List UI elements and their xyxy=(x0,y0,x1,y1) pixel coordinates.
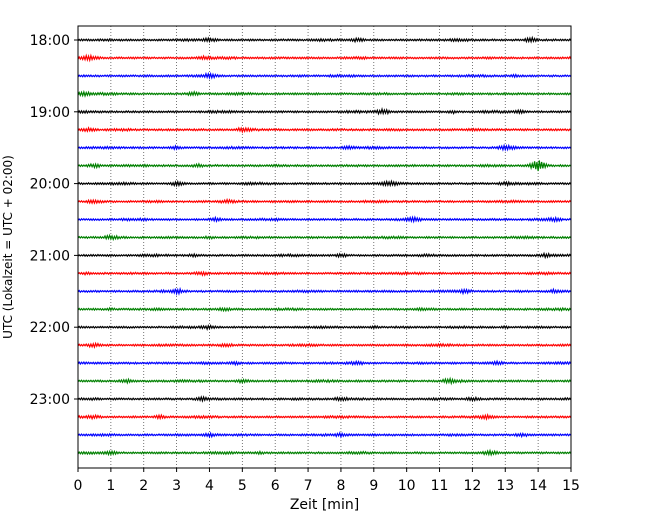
seismic-trace xyxy=(77,107,572,116)
seismic-trace xyxy=(77,160,572,172)
seismic-trace xyxy=(77,395,572,403)
y-tick-label: 22:00 xyxy=(30,320,70,336)
x-tick-label: 4 xyxy=(205,478,214,494)
seismic-trace xyxy=(77,431,572,439)
seismic-trace xyxy=(77,233,572,242)
x-tick-label: 14 xyxy=(529,478,547,494)
plot-frame xyxy=(77,25,572,469)
seismic-trace xyxy=(77,270,572,277)
x-tick-label: 11 xyxy=(431,478,449,494)
x-tick-label: 2 xyxy=(139,478,148,494)
seismic-trace xyxy=(77,413,572,421)
seismic-trace xyxy=(77,251,572,260)
x-tick-label: 8 xyxy=(336,478,345,494)
seismic-trace xyxy=(77,306,572,313)
trace-group xyxy=(77,35,572,457)
y-axis-label: UTC (Lokalzeit = UTC + 02:00) xyxy=(1,155,15,339)
x-tick-label: 7 xyxy=(304,478,313,494)
y-tick-label: 20:00 xyxy=(30,177,70,193)
x-tick-label: 3 xyxy=(172,478,181,494)
x-tick-label: 5 xyxy=(238,478,247,494)
x-axis-label: Zeit [min] xyxy=(290,497,359,513)
x-axis: 0 1 2 3 4 5 6 7 8 9 10 11 12 13 14 15 xyxy=(74,468,580,494)
y-tick-label: 19:00 xyxy=(30,105,70,121)
seismic-trace xyxy=(77,179,572,188)
seismic-trace xyxy=(77,341,572,350)
seismic-trace xyxy=(77,197,572,205)
seismic-trace xyxy=(77,323,572,331)
y-tick-label: 18:00 xyxy=(30,33,70,49)
seismic-trace xyxy=(77,359,572,367)
y-axis: 18:00 19:00 20:00 21:00 22:00 23:00 xyxy=(30,33,78,408)
x-tick-label: 6 xyxy=(271,478,280,494)
seismic-trace xyxy=(77,35,572,44)
seismic-trace xyxy=(77,71,572,80)
x-tick-label: 12 xyxy=(463,478,481,494)
seismic-trace xyxy=(77,376,572,386)
x-tick-label: 15 xyxy=(562,478,580,494)
x-tick-label: 0 xyxy=(74,478,83,494)
y-tick-label: 23:00 xyxy=(30,392,70,408)
seismic-trace xyxy=(77,215,572,224)
seismic-trace xyxy=(77,89,572,98)
x-tick-label: 10 xyxy=(398,478,416,494)
y-tick-label: 21:00 xyxy=(30,248,70,264)
seismic-trace xyxy=(77,53,572,63)
x-tick-label: 9 xyxy=(369,478,378,494)
seismic-trace xyxy=(77,448,572,457)
seismic-trace xyxy=(77,286,572,297)
x-tick-label: 13 xyxy=(496,478,514,494)
seismic-trace xyxy=(77,126,572,134)
x-tick-label: 1 xyxy=(106,478,115,494)
seismic-trace xyxy=(77,143,572,152)
